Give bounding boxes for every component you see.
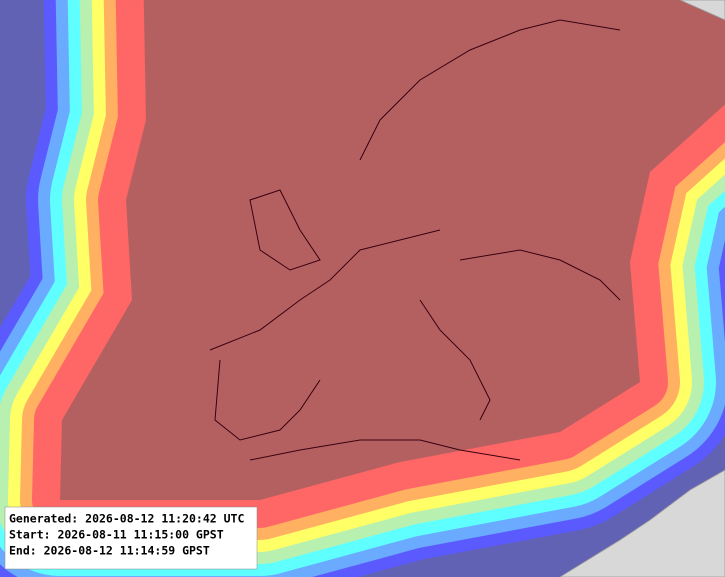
info-background (4, 506, 258, 570)
generated-time: Generated: 2026-08-12 11:20:42 UTC (9, 512, 244, 526)
start-time: Start: 2026-08-11 11:15:00 GPST (9, 528, 224, 542)
land-gray (559, 0, 725, 577)
end-time: End: 2026-08-12 11:14:59 GPST (9, 544, 210, 558)
country-borders (209, 19, 621, 461)
info-box: Generated: 2026-08-12 11:20:42 UTC Start… (4, 506, 258, 570)
coverage-bands (0, 0, 725, 500)
